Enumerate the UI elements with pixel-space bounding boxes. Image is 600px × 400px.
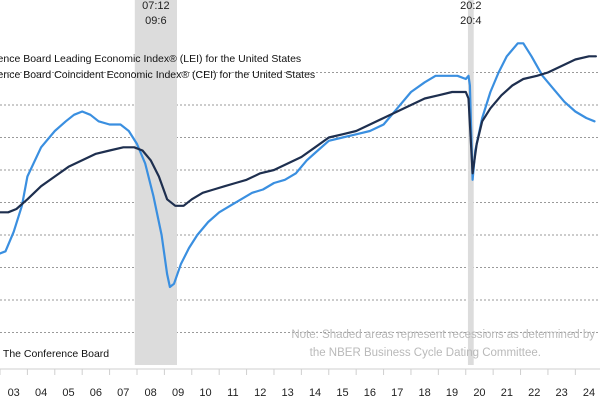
x-tick-label: 24 — [583, 387, 595, 399]
legend-lei: The Conference Board Leading Economic In… — [0, 53, 301, 65]
x-axis-ticks: 03 04 05 06 07 08 09 10 11 12 13 14 15 16 17 18 19 20 21 22… — [0, 369, 595, 399]
recession-labels: 07:12 09:6 20:2 20:4 — [142, 0, 481, 27]
series-line-lei — [0, 42, 596, 289]
x-tick-label: 16 — [364, 387, 376, 399]
recession-start-label: 07:12 — [142, 0, 170, 12]
x-tick-label: 10 — [199, 387, 211, 399]
x-tick-label: 15 — [336, 387, 348, 399]
series-line-cei — [0, 55, 597, 214]
x-tick-label: 06 — [90, 387, 102, 399]
x-tick-label: 03 — [8, 387, 20, 399]
recession-end-label: 20:4 — [460, 15, 481, 27]
recession-band-2 — [467, 0, 474, 365]
recession-note: Note: Shaded areas represent recessions … — [291, 329, 595, 359]
x-tick-label: 23 — [556, 387, 568, 399]
x-tick-label: 07 — [117, 387, 129, 399]
x-tick-label: 22 — [528, 387, 540, 399]
x-tick-label: 17 — [391, 387, 403, 399]
legend-cei: The Conference Board Coincident Economic… — [0, 69, 315, 81]
source-label: Source: The Conference Board — [0, 348, 109, 360]
x-tick-label: 09 — [172, 387, 184, 399]
x-tick-label: 04 — [35, 387, 47, 399]
x-tick-label: 11 — [227, 387, 238, 399]
note-line-1: Note: Shaded areas represent recessions … — [291, 329, 595, 341]
x-tick-label: 19 — [446, 387, 458, 399]
grid-lines — [0, 72, 600, 333]
legend: The Conference Board Leading Economic In… — [0, 53, 315, 81]
x-tick-label: 14 — [309, 387, 321, 399]
recession-band-1 — [134, 0, 177, 365]
x-tick-label: 18 — [419, 387, 431, 399]
x-tick-label: 05 — [62, 387, 74, 399]
recession-end-label: 09:6 — [145, 15, 166, 27]
recession-shading — [134, 0, 474, 365]
recession-start-label: 20:2 — [460, 0, 481, 12]
x-tick-label: 13 — [282, 387, 294, 399]
x-tick-label: 08 — [145, 387, 157, 399]
data-lines — [0, 42, 597, 289]
note-line-2: the NBER Business Cycle Dating Committee… — [310, 347, 541, 359]
x-tick-label: 21 — [501, 387, 513, 399]
x-tick-label: 12 — [254, 387, 266, 399]
x-tick-label: 20 — [473, 387, 485, 399]
